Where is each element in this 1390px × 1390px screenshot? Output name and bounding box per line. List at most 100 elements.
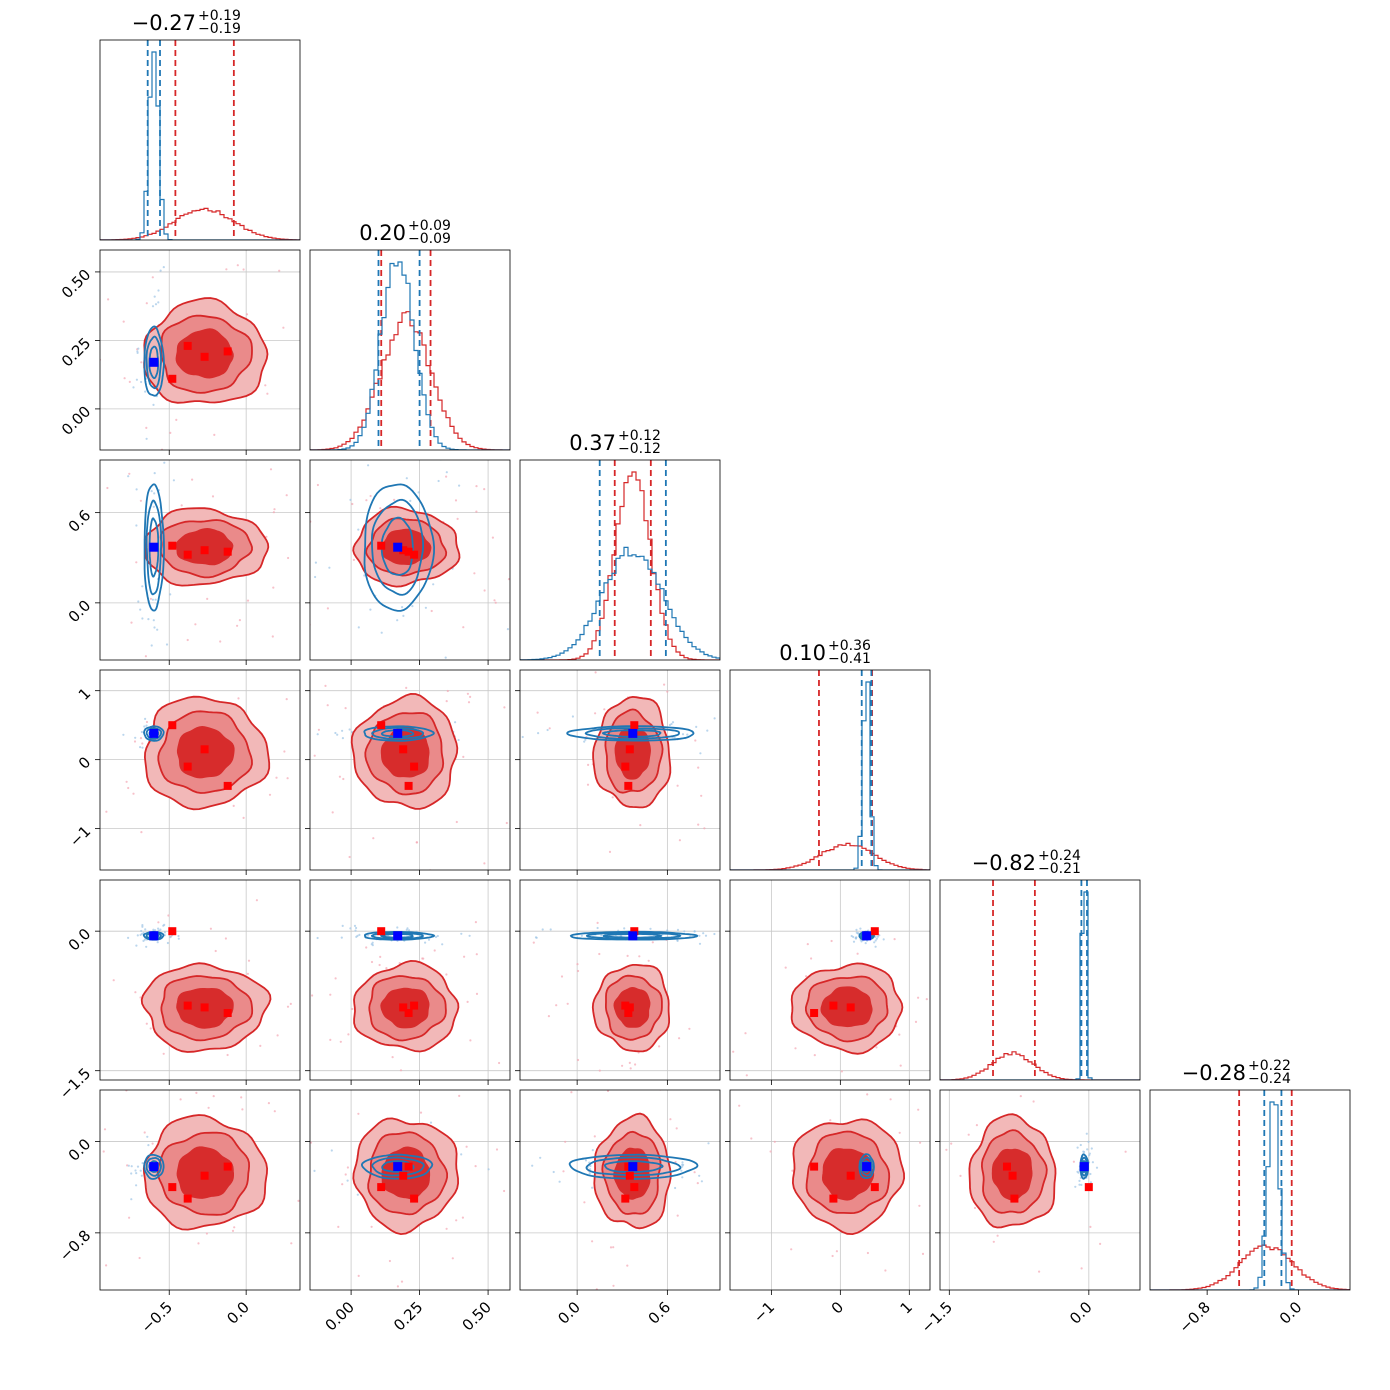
sample-point-model_b	[681, 733, 685, 736]
sample-point-model_a	[105, 810, 108, 813]
sample-point-model_b	[775, 1168, 777, 1170]
sample-point-model_a	[791, 1169, 794, 1172]
sample-point-model_a	[302, 997, 304, 999]
sample-point-model_a	[324, 684, 327, 688]
sample-point-model_a	[678, 839, 682, 842]
sample-point-model_a	[352, 558, 355, 562]
sample-point-model_a	[247, 959, 251, 962]
sample-point-model_b	[145, 434, 147, 436]
truth-marker-red	[200, 546, 209, 555]
sample-point-model_b	[744, 1165, 746, 1167]
sample-point-model_a	[830, 939, 833, 943]
truth-marker-red	[404, 1009, 413, 1017]
sample-point-model_a	[454, 499, 458, 502]
panel-frame	[99, 1089, 301, 1291]
sample-point-model_b	[146, 1135, 149, 1138]
sample-point-model_b	[1088, 1152, 1091, 1155]
truth-marker-red	[621, 1001, 630, 1010]
sample-point-model_b	[521, 735, 524, 739]
sample-point-model_b	[673, 736, 676, 739]
sample-point-model_a	[676, 1214, 679, 1217]
y-tick-label: 0.00	[58, 403, 94, 439]
truth-marker-red	[404, 547, 413, 556]
truth-marker-red	[624, 781, 633, 790]
sample-point-model_a	[831, 1254, 834, 1258]
sample-point-model_a	[603, 708, 606, 711]
truth-marker-blue	[393, 931, 403, 941]
sample-point-model_a	[914, 1020, 918, 1024]
contour-model_b-level-1	[143, 725, 165, 742]
truth-marker-red	[625, 1003, 634, 1012]
sample-point-model_a	[898, 1131, 901, 1134]
sample-point-model_a	[91, 747, 93, 749]
sample-point-model_a	[95, 688, 97, 690]
sample-point-model_b	[699, 752, 702, 755]
sample-point-model_a	[348, 855, 351, 859]
sample-point-model_b	[680, 1169, 683, 1172]
sample-point-model_b	[580, 934, 584, 937]
sample-point-model_a	[151, 1142, 154, 1145]
sample-point-model_b	[154, 598, 157, 601]
sample-point-model_a	[697, 766, 700, 769]
sample-point-model_a	[179, 1098, 182, 1101]
sample-point-model_a	[89, 332, 91, 334]
sample-point-model_a	[272, 586, 275, 589]
sample-point-model_a	[700, 794, 703, 797]
sample-point-model_a	[516, 805, 518, 807]
sample-point-model_a	[866, 1093, 869, 1096]
sample-point-model_a	[587, 763, 590, 767]
sample-point-model_b	[141, 746, 144, 749]
sample-point-model_a	[606, 1090, 610, 1092]
sample-point-model_b	[874, 945, 877, 948]
truth-marker-blue	[149, 542, 159, 552]
truth-marker-blue	[393, 728, 403, 738]
sample-point-model_b	[649, 927, 652, 930]
sample-point-model_b	[487, 1168, 490, 1171]
sample-point-model_b	[141, 1162, 144, 1165]
sample-point-model_b	[436, 934, 439, 938]
sample-point-model_b	[144, 928, 147, 931]
sample-point-model_b	[135, 1184, 138, 1187]
sample-point-model_a	[226, 1053, 229, 1057]
sample-point-model_a	[693, 1171, 696, 1174]
sample-point-model_b	[460, 932, 463, 935]
sample-point-model_a	[626, 1264, 629, 1267]
sample-point-model_a	[1001, 1309, 1003, 1311]
sample-point-model_b	[177, 934, 180, 938]
title-plus: +0.09	[408, 218, 451, 234]
panel-frame	[99, 879, 301, 1081]
panel-inner	[310, 363, 510, 660]
x-tick-label: −0.5	[138, 1298, 176, 1336]
sample-point-model_a	[676, 784, 679, 787]
x-tick-label: 0.50	[459, 1298, 495, 1334]
sample-point-model_b	[392, 363, 394, 365]
sample-point-model_a	[103, 1128, 107, 1131]
sample-point-model_a	[16, 1181, 18, 1183]
sample-point-model_a	[195, 1091, 198, 1094]
sample-point-model_a	[167, 914, 170, 917]
sample-point-model_a	[80, 1110, 82, 1112]
contour-model_b-level-1	[143, 325, 165, 397]
x-tick-label: −1	[750, 1298, 778, 1326]
sample-point-model_a	[218, 443, 220, 445]
sample-point-model_a	[666, 690, 669, 693]
sample-point-model_a	[287, 556, 290, 560]
sample-point-model_a	[495, 1148, 499, 1151]
sample-point-model_a	[370, 960, 374, 964]
sample-point-model_a	[611, 796, 614, 799]
sample-point-model_a	[840, 1070, 844, 1073]
sample-point-model_b	[314, 561, 317, 564]
sample-point-model_a	[491, 536, 494, 539]
sample-point-model_a	[283, 1099, 285, 1101]
truth-marker-red	[1084, 1183, 1093, 1192]
sample-point-model_a	[149, 597, 152, 600]
sample-point-model_b	[341, 729, 344, 732]
sample-point-model_a	[93, 380, 95, 382]
sample-point-model_b	[713, 932, 716, 936]
panel-inner	[100, 434, 300, 660]
sample-point-model_b	[356, 1193, 359, 1196]
sample-point-model_a	[396, 1285, 399, 1288]
sample-point-model_a	[316, 483, 319, 487]
sample-point-model_a	[904, 1152, 906, 1154]
sample-point-model_a	[658, 1045, 661, 1048]
